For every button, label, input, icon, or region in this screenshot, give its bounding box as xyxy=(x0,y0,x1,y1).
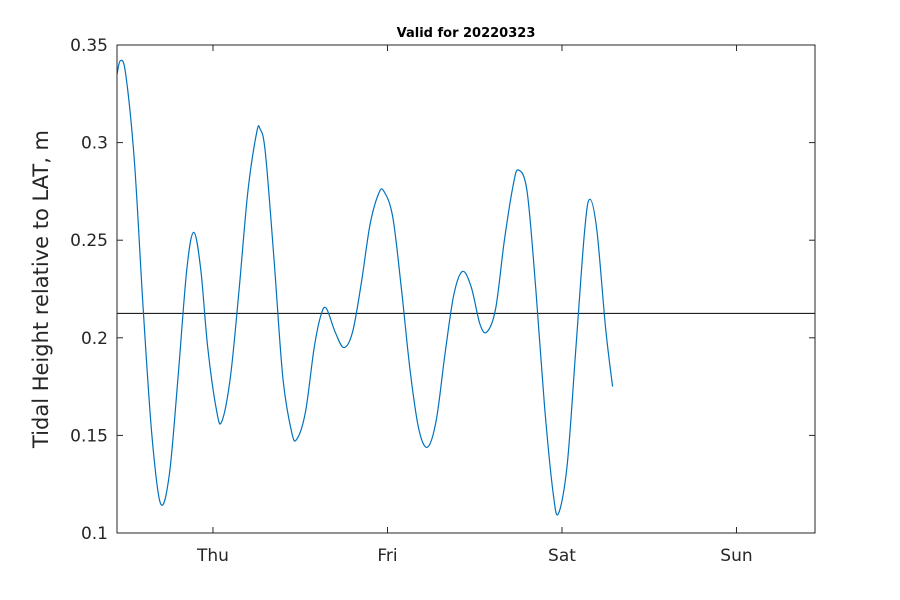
y-tick-label: 0.3 xyxy=(81,134,108,154)
series-group xyxy=(116,59,614,516)
y-tick-label: 0.25 xyxy=(70,231,108,251)
y-axis-ticks: 0.1 0.15 0.2 0.25 0.3 0.35 xyxy=(70,36,815,544)
x-tick-label: Sat xyxy=(548,546,576,566)
y-tick-label: 0.35 xyxy=(70,36,108,56)
chart-title: Valid for 20220323 xyxy=(397,26,536,41)
plot-area xyxy=(117,45,815,533)
y-tick-label: 0.15 xyxy=(70,426,108,446)
x-tick-label: Thu xyxy=(196,546,229,566)
y-axis-label: Tidal Height relative to LAT, m xyxy=(29,130,53,449)
tidal-height-series-line xyxy=(116,59,614,516)
y-tick-label: 0.1 xyxy=(81,524,108,544)
y-tick-label: 0.2 xyxy=(81,329,108,349)
x-tick-label: Fri xyxy=(377,546,397,566)
plot-frame xyxy=(116,44,816,534)
x-axis-ticks: Thu Fri Sat Sun xyxy=(196,45,753,566)
x-tick-label: Sun xyxy=(720,546,752,566)
